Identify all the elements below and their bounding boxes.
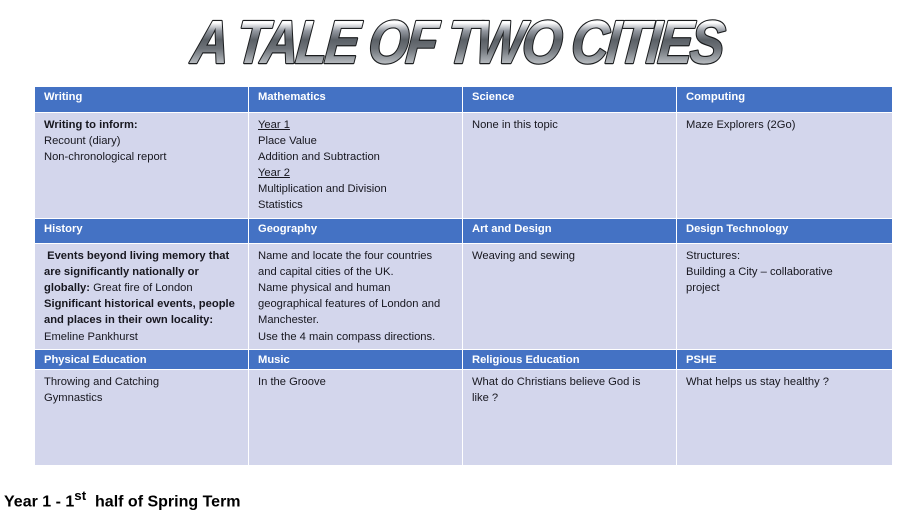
svg-text:A TALE OF TWO CITIES: A TALE OF TWO CITIES bbox=[187, 9, 728, 77]
